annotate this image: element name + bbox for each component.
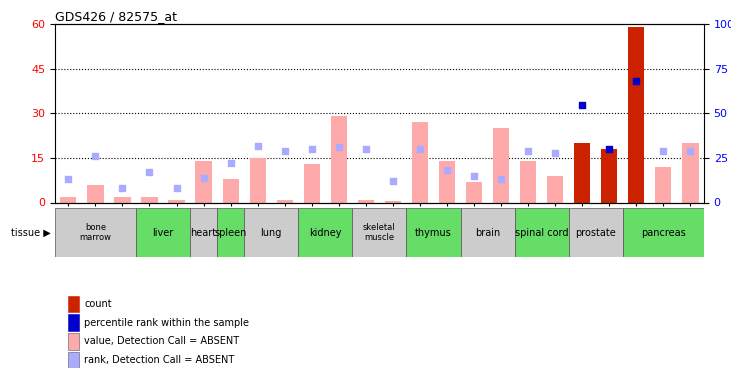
Bar (222, 179, 239, 203)
Bar (655, 167, 672, 202)
Point (143, 169, 155, 175)
Bar (68, 333, 80, 350)
Bar (330, 116, 347, 202)
Text: spinal cord: spinal cord (515, 228, 569, 237)
Bar (601, 149, 618, 202)
Point (414, 146, 425, 152)
Bar (493, 128, 510, 202)
Bar (141, 196, 158, 202)
Text: pancreas: pancreas (641, 228, 686, 237)
Text: prostate: prostate (575, 228, 616, 237)
Point (279, 148, 290, 154)
Text: kidney: kidney (309, 228, 341, 237)
Point (360, 146, 371, 152)
Point (630, 78, 642, 84)
Bar (68, 314, 80, 331)
Point (306, 146, 317, 152)
Text: lung: lung (260, 228, 282, 237)
Bar (249, 158, 266, 203)
Text: GDS426 / 82575_at: GDS426 / 82575_at (55, 10, 177, 23)
Bar (574, 143, 591, 202)
Text: thymus: thymus (415, 228, 452, 237)
Point (684, 148, 696, 154)
Bar (136, 208, 190, 257)
Bar (68, 352, 80, 368)
Point (603, 146, 615, 152)
Point (224, 160, 236, 166)
Text: spleen: spleen (214, 228, 247, 237)
Point (116, 185, 128, 191)
Text: liver: liver (152, 228, 174, 237)
Point (522, 148, 534, 154)
Bar (385, 201, 401, 202)
Text: percentile rank within the sample: percentile rank within the sample (84, 318, 249, 327)
Point (89, 153, 101, 159)
Bar (439, 161, 455, 202)
Point (387, 178, 398, 184)
Text: value, Detection Call = ABSENT: value, Detection Call = ABSENT (84, 336, 239, 346)
Bar (461, 208, 515, 257)
Point (170, 185, 182, 191)
Bar (60, 196, 77, 202)
Text: skeletal
muscle: skeletal muscle (363, 223, 395, 242)
Bar (569, 208, 623, 257)
Point (495, 176, 507, 182)
Bar (547, 176, 564, 203)
Bar (352, 208, 406, 257)
Point (549, 150, 561, 156)
Bar (87, 185, 104, 202)
Bar (217, 208, 244, 257)
Text: rank, Detection Call = ABSENT: rank, Detection Call = ABSENT (84, 355, 235, 365)
Point (576, 102, 588, 108)
Point (251, 142, 263, 148)
Bar (682, 143, 699, 202)
Bar (68, 296, 80, 312)
Bar (276, 200, 293, 202)
Bar (628, 27, 645, 202)
Bar (303, 164, 320, 202)
Bar (168, 200, 185, 202)
Text: brain: brain (475, 228, 500, 237)
Bar (406, 208, 461, 257)
Bar (412, 122, 428, 202)
Text: count: count (84, 299, 112, 309)
Point (197, 175, 209, 181)
Bar (520, 161, 537, 202)
Text: tissue ▶: tissue ▶ (12, 228, 51, 237)
Bar (55, 208, 136, 257)
Point (441, 167, 452, 173)
Point (62, 176, 74, 182)
Bar (466, 182, 482, 203)
Bar (515, 208, 569, 257)
Point (468, 173, 480, 179)
Bar (190, 208, 217, 257)
Bar (244, 208, 298, 257)
Bar (195, 161, 212, 202)
Point (657, 148, 669, 154)
Bar (114, 196, 131, 202)
Bar (623, 208, 704, 257)
Bar (298, 208, 352, 257)
Text: heart: heart (191, 228, 216, 237)
Bar (357, 200, 374, 202)
Text: bone
marrow: bone marrow (80, 223, 111, 242)
Point (333, 144, 344, 150)
